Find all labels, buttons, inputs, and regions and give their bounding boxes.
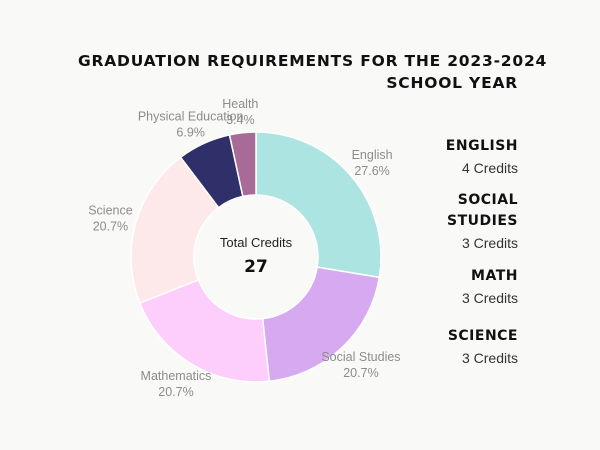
slice-label-science: Science 20.7% xyxy=(88,203,133,233)
slice-label-english: English 27.6% xyxy=(352,148,393,178)
slice-label-social-studies: Social Studies 20.7% xyxy=(321,350,400,380)
pie-slice-social-studies xyxy=(261,266,381,383)
chart-title-line: SCHOOL YEAR xyxy=(386,74,518,92)
slice-label-health: Health 3.4% xyxy=(222,97,258,127)
sidebar-item-math: MATH 3 Credits xyxy=(462,266,518,309)
center-value: 27 xyxy=(244,257,268,277)
pie-slice-science xyxy=(130,156,220,304)
sidebar-item-name: ENGLISH xyxy=(445,138,518,154)
slice-label-mathematics: Mathematics 20.7% xyxy=(141,369,212,399)
sidebar-item-name: SOCIAL STUDIES xyxy=(447,192,518,229)
sidebar-item-credits: 4 Credits xyxy=(461,160,518,176)
pie-slice-english xyxy=(255,131,382,279)
sidebar-item-credits: 3 Credits xyxy=(461,350,518,366)
chart-title-line: GRADUATION REQUIREMENTS FOR THE 2023-202… xyxy=(78,52,548,70)
sidebar-item-name: MATH xyxy=(471,268,518,284)
sidebar-item-credits: 3 Credits xyxy=(461,290,518,306)
pie-slice-mathematics xyxy=(138,278,271,383)
sidebar-item-english: ENGLISH 4 Credits xyxy=(446,136,518,179)
pie-slice-health xyxy=(228,131,257,198)
slice-label-physical-education: Physical Education 6.9% xyxy=(138,109,244,139)
center-label: Total Credits xyxy=(220,235,293,250)
chart-title: GRADUATION REQUIREMENTS FOR THE 2023-202… xyxy=(78,50,548,94)
sidebar-item-science: SCIENCE 3 Credits xyxy=(448,326,518,369)
sidebar-item-credits: 3 Credits xyxy=(461,235,518,251)
sidebar-item-social-studies: SOCIAL STUDIES 3 Credits xyxy=(438,190,518,254)
sidebar-item-name: SCIENCE xyxy=(447,328,518,344)
